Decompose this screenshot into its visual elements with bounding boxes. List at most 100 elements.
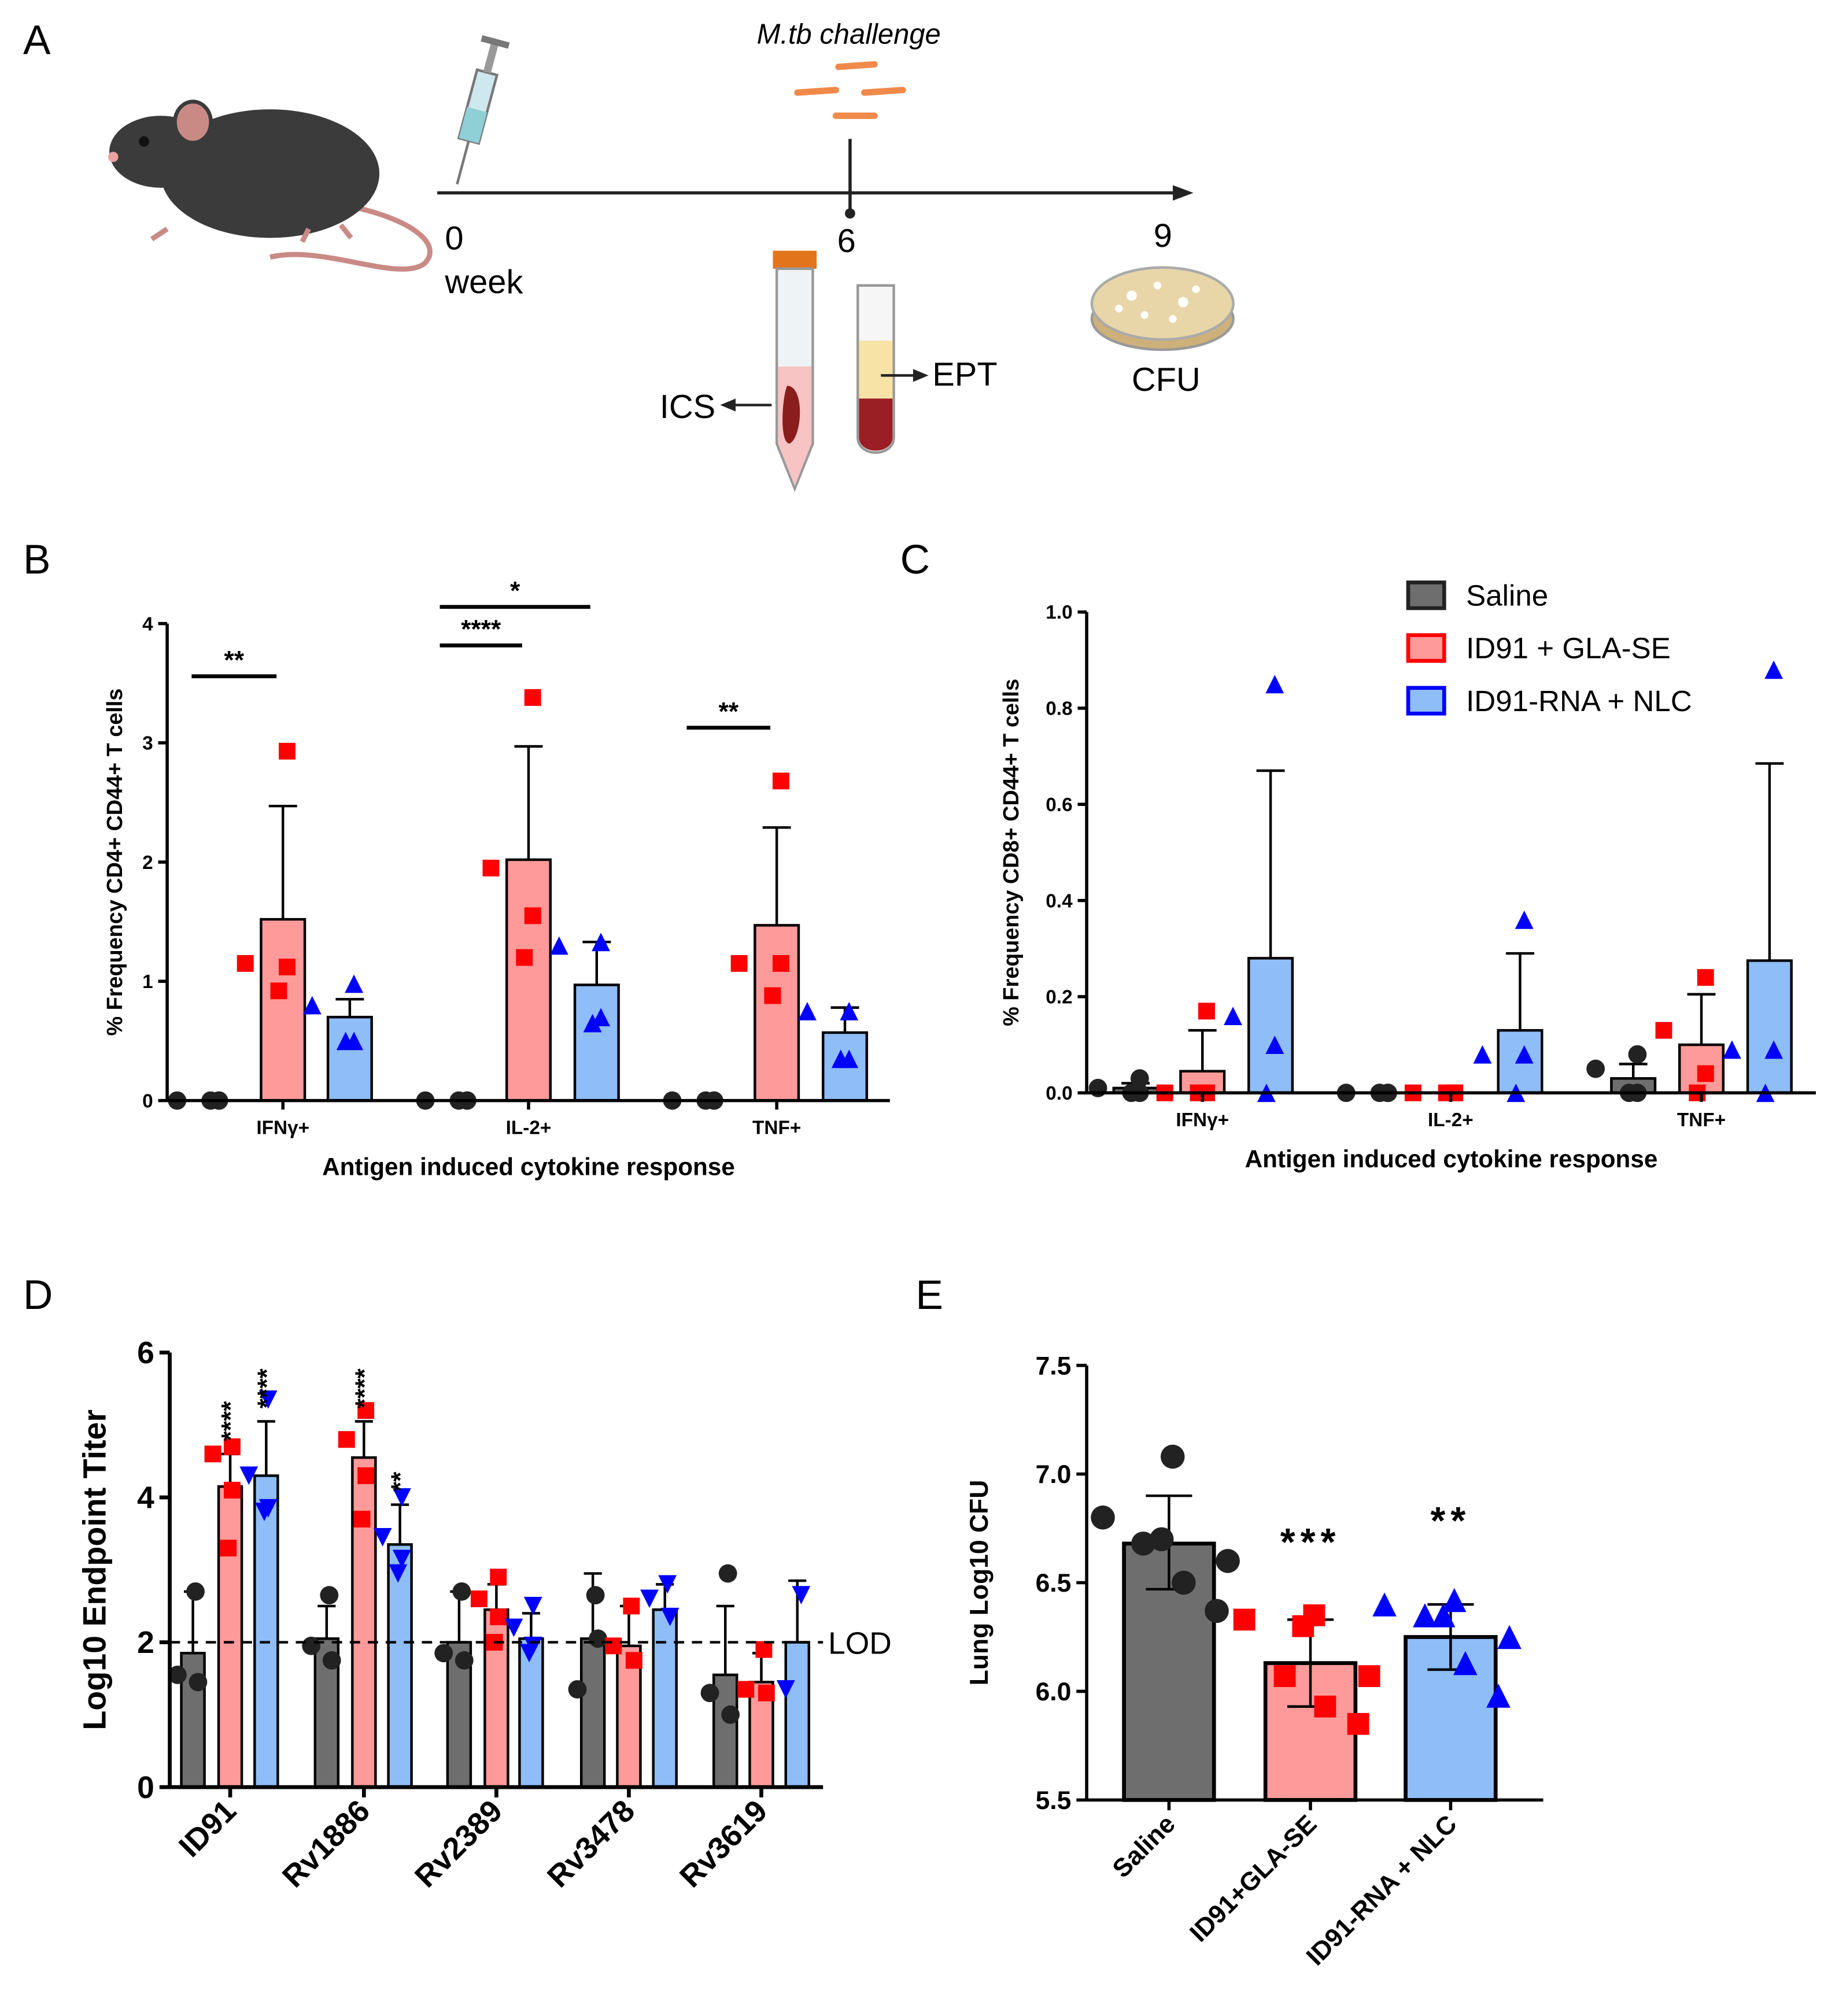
x-axis-label: Antigen induced cytokine response [322, 1153, 735, 1181]
data-point-triangle [840, 1002, 859, 1020]
significance-stars: ** [1431, 1500, 1471, 1542]
y-tick-label: 7.5 [1036, 1352, 1072, 1380]
y-tick-label: 2 [142, 852, 153, 874]
data-point-triangle [831, 1049, 850, 1068]
data-point-square [1198, 1003, 1215, 1020]
data-point-triangle [592, 933, 610, 952]
data-point-square [223, 1438, 241, 1455]
y-tick-label: 0 [137, 1771, 154, 1805]
data-point-circle [1216, 1549, 1240, 1573]
week-9-label: 9 [1154, 217, 1172, 254]
legend-label: ID91 + GLA-SE [1466, 632, 1671, 665]
panel-label-c: C [900, 537, 930, 583]
data-point-square [764, 987, 781, 1004]
x-tick-label: Saline [1107, 1810, 1181, 1883]
data-point-triangle [1764, 660, 1783, 679]
data-point-square [605, 1637, 622, 1655]
data-point-square [1655, 1022, 1672, 1039]
data-point-circle [168, 1666, 187, 1684]
data-point-triangle-down [393, 1549, 411, 1569]
bar [326, 1016, 373, 1102]
y-tick-label: 7.0 [1036, 1460, 1072, 1489]
x-axis-label: Antigen induced cytokine response [1245, 1145, 1658, 1172]
data-point-square [623, 1597, 640, 1615]
data-point-triangle-down [640, 1589, 659, 1608]
data-point-circle [1088, 1079, 1107, 1097]
x-tick-label: ID91 [172, 1793, 242, 1863]
significance-stars: **** [461, 615, 501, 643]
data-point-triangle [1224, 1007, 1242, 1026]
bar [217, 1485, 243, 1789]
data-point-triangle [1453, 1651, 1478, 1675]
data-point-square [730, 955, 748, 972]
timeline-arrowhead [1173, 185, 1194, 201]
y-tick-label: 5.5 [1036, 1786, 1072, 1815]
x-tick-label: IL-2+ [506, 1117, 552, 1138]
data-point-square [357, 1402, 375, 1419]
panel-label-b: B [23, 537, 50, 583]
data-point-square [772, 772, 789, 790]
data-point-circle [721, 1705, 740, 1724]
data-point-circle [1172, 1570, 1196, 1595]
data-point-circle [322, 1651, 341, 1670]
y-tick-label: 3 [142, 733, 153, 754]
data-point-triangle [1265, 675, 1284, 694]
data-point-circle [1205, 1599, 1229, 1623]
data-point-square [357, 1467, 375, 1484]
data-point-triangle-down [792, 1586, 811, 1605]
data-point-circle [320, 1586, 339, 1605]
y-tick-label: 4 [142, 613, 153, 635]
week-6-label: 6 [837, 223, 856, 260]
data-point-square [1358, 1665, 1380, 1688]
bar [754, 924, 800, 1102]
data-point-circle [586, 1586, 605, 1605]
chart-cd4-cytokine: 0 1 2 3 4 IFNγ+ IL-2+ TNF+ Antigen induced cytok… [103, 576, 890, 1181]
lod-label: LOD [828, 1627, 892, 1661]
data-point-circle [1149, 1527, 1174, 1552]
bar [505, 858, 552, 1102]
week-0-label: 0 [445, 220, 463, 257]
challenge-label: M.tb challenge [757, 19, 941, 50]
x-tick-label: ID91-RNA + NLC [1301, 1810, 1463, 1971]
data-point-triangle-down [504, 1618, 523, 1637]
data-point-circle [1160, 1444, 1185, 1469]
data-point-circle [589, 1629, 607, 1648]
data-point-triangle [1722, 1040, 1741, 1059]
data-point-circle [1628, 1045, 1647, 1064]
data-point-triangle [1372, 1592, 1397, 1617]
y-tick-label: 0.2 [1046, 987, 1072, 1008]
data-point-triangle [1515, 1045, 1534, 1064]
chart-cd8-cytokine: 0.0 0.2 0.4 0.6 0.8 1.0 IFNγ+ IL-2+ TNF+ Antigen … [999, 602, 1816, 1172]
data-point-triangle [1265, 1035, 1284, 1054]
data-point-square [220, 1540, 237, 1557]
bar [652, 1608, 678, 1789]
legend-swatch [1406, 580, 1446, 611]
data-point-circle [455, 1651, 474, 1670]
data-point-triangle-down [776, 1680, 795, 1699]
data-point-triangle [549, 936, 568, 955]
data-point-triangle [345, 974, 363, 993]
chart-endpoint-titer: 0 2 4 6 ID91 Rv1886 Rv2389 Rv3478 Rv3619 Log10 En… [76, 1336, 891, 1894]
y-tick-label: 6.5 [1036, 1569, 1072, 1597]
y-tick-label: 0.4 [1046, 890, 1073, 912]
data-point-circle [718, 1564, 737, 1583]
data-point-square [737, 1681, 755, 1698]
data-point-circle [186, 1582, 205, 1601]
y-axis-label: % Frequency CD4+ CD44+ T cells [103, 689, 127, 1036]
x-tick-label: IFNγ+ [1176, 1109, 1229, 1131]
data-point-circle [434, 1644, 453, 1663]
mouse-illustration [108, 99, 433, 272]
bar [351, 1456, 377, 1789]
ept-label: EPT [932, 356, 997, 393]
y-tick-label: 6 [137, 1336, 154, 1370]
y-tick-label: 0 [142, 1090, 153, 1112]
data-point-square [237, 955, 254, 972]
data-point-square [524, 689, 541, 706]
data-point-square [270, 982, 287, 1000]
bar [1746, 959, 1793, 1094]
data-point-triangle [583, 1013, 602, 1033]
bar [573, 983, 620, 1102]
data-point-triangle-down [389, 1564, 408, 1583]
data-point-triangle [1473, 1045, 1492, 1064]
y-axis-label: Lung Log10 CFU [965, 1480, 994, 1686]
